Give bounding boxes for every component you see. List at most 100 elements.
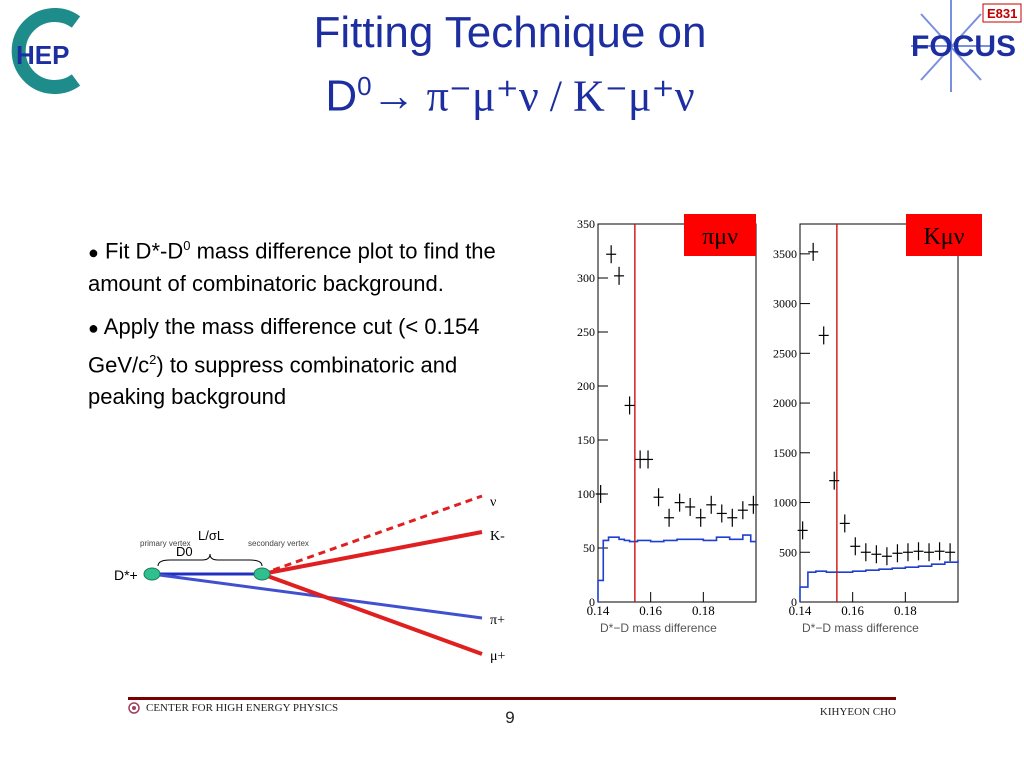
kaon-track — [261, 530, 483, 576]
bullet-dot-icon: ● — [88, 318, 99, 339]
footer-divider — [128, 697, 896, 700]
decay-diagram: primary vertex secondary vertex D0 L/σL … — [114, 494, 506, 664]
y-tick-label: 150 — [577, 433, 595, 447]
bullet-text: mass difference plot to find the amount … — [88, 238, 496, 297]
slide-title: Fitting Technique on D0→ π⁻μ⁺ν / K⁻μ⁺ν — [140, 8, 880, 125]
x-axis-title: D*−D mass difference — [600, 621, 717, 635]
bullet-text: ) to suppress combinatoric and peaking b… — [88, 352, 458, 409]
data-point — [818, 326, 829, 345]
y-tick-label: 200 — [577, 379, 595, 393]
data-point — [850, 537, 861, 556]
bullet-item: ● Fit D*-D0 mass difference plot to find… — [88, 230, 528, 299]
y-tick-label: 1500 — [773, 446, 797, 460]
plot-frame — [799, 223, 959, 603]
data-point — [892, 544, 903, 563]
data-point — [808, 242, 819, 261]
channel-label: πμν — [702, 224, 738, 250]
hep-logo-text: HEP — [16, 40, 69, 70]
y-tick-label: 50 — [583, 541, 595, 555]
channel-label: Kμν — [923, 224, 964, 250]
data-point — [881, 547, 892, 566]
y-tick-label: 2500 — [773, 346, 797, 360]
muon-track — [261, 572, 483, 656]
x-tick-label: 0.14 — [587, 603, 610, 618]
bullet-dot-icon: ● — [88, 242, 99, 263]
y-tick-label: 100 — [577, 487, 595, 501]
x-tick-label: 0.14 — [789, 603, 812, 618]
hep-logo: HEP — [11, 8, 81, 94]
neutrino-track — [261, 494, 483, 576]
data-point — [643, 450, 654, 469]
data-point — [674, 493, 685, 512]
secondary-vertex-icon — [253, 567, 271, 581]
y-tick-label: 3000 — [773, 297, 797, 311]
data-point — [614, 266, 625, 285]
kaon-label: K- — [490, 529, 505, 544]
bullet-list: ● Fit D*-D0 mass difference plot to find… — [88, 230, 528, 424]
x-tick-label: 0.16 — [841, 603, 864, 618]
y-tick-label: 500 — [779, 545, 797, 559]
bullet-text: Fit D*-D — [105, 238, 184, 264]
data-point — [860, 543, 871, 562]
flower-emblem-icon — [128, 702, 140, 714]
focus-logo-text: FOCUS — [911, 30, 1016, 63]
background-histogram — [597, 534, 756, 602]
data-point — [924, 543, 935, 562]
pimunu-mass-difference-plot: 0 50 100 150 200 250 300 350 0.14 0.16 0.18 πμν D*−D… — [577, 214, 759, 635]
primary-vertex-label: primary vertex — [140, 539, 191, 548]
plot-frame — [597, 223, 757, 603]
data-point — [595, 485, 606, 503]
data-point — [727, 508, 738, 527]
footer-left: CENTER FOR HIGH ENERGY PHYSICS — [128, 702, 338, 714]
y-tick-label: 0 — [589, 595, 595, 609]
background-histogram — [799, 560, 959, 602]
institution-name: CENTER FOR HIGH ENERGY PHYSICS — [146, 702, 339, 714]
data-point — [839, 514, 850, 533]
flight-brace — [157, 553, 263, 567]
l-sigma-label: L/σL — [198, 528, 224, 543]
data-point — [871, 545, 882, 564]
bullet-superscript: 0 — [183, 238, 191, 253]
title-line-1: Fitting Technique on — [313, 8, 707, 57]
channel-label-box — [684, 214, 756, 256]
data-point — [829, 471, 840, 490]
y-tick-label: 3500 — [773, 247, 797, 261]
e831-badge: E831 — [987, 6, 1017, 21]
data-point — [606, 245, 617, 264]
y-tick-label: 300 — [577, 271, 595, 285]
data-point — [716, 504, 727, 523]
title-line-2: D0→ π⁻μ⁺ν / K⁻μ⁺ν — [140, 58, 880, 125]
bullet-item: ● Apply the mass difference cut (< 0.154… — [88, 311, 528, 411]
y-tick-label: 1000 — [773, 496, 797, 510]
data-point — [695, 508, 706, 527]
title-d: D — [325, 71, 358, 121]
author-name: KIHYEON CHO — [819, 706, 896, 718]
focus-logo: E831 FOCUS — [911, 0, 1022, 92]
data-point — [685, 497, 696, 516]
y-tick-label: 2000 — [773, 396, 797, 410]
x-axis-title: D*−D mass difference — [802, 621, 919, 635]
y-tick-label: 250 — [577, 325, 595, 339]
bullet-superscript: 2 — [149, 352, 157, 368]
d0-label: D0 — [176, 544, 193, 559]
star-icon — [911, 0, 991, 92]
data-point — [797, 521, 808, 540]
channel-label-box — [906, 214, 982, 256]
x-tick-label: 0.18 — [692, 603, 715, 618]
secondary-vertex-label: secondary vertex — [248, 539, 309, 548]
data-point — [902, 543, 913, 562]
data-point — [748, 495, 759, 514]
pion-label: π+ — [490, 613, 505, 628]
title-decay-modes: → π⁻μ⁺ν / K⁻μ⁺ν — [371, 71, 695, 121]
bullet-text: Apply the mass difference cut (< 0.154 G… — [88, 314, 480, 378]
dstar-label: D*+ — [114, 567, 138, 583]
kmunu-mass-difference-plot: 0 500 1000 1500 2000 2500 3000 3500 0.14 0.16 0.18… — [773, 214, 982, 635]
x-tick-label: 0.18 — [894, 603, 917, 618]
data-point — [706, 495, 717, 514]
title-d-superscript: 0 — [357, 71, 372, 101]
data-point — [737, 501, 748, 520]
data-point — [653, 488, 664, 507]
data-point — [945, 543, 956, 562]
y-tick-label: 350 — [577, 217, 595, 231]
muon-label: μ+ — [490, 649, 506, 664]
